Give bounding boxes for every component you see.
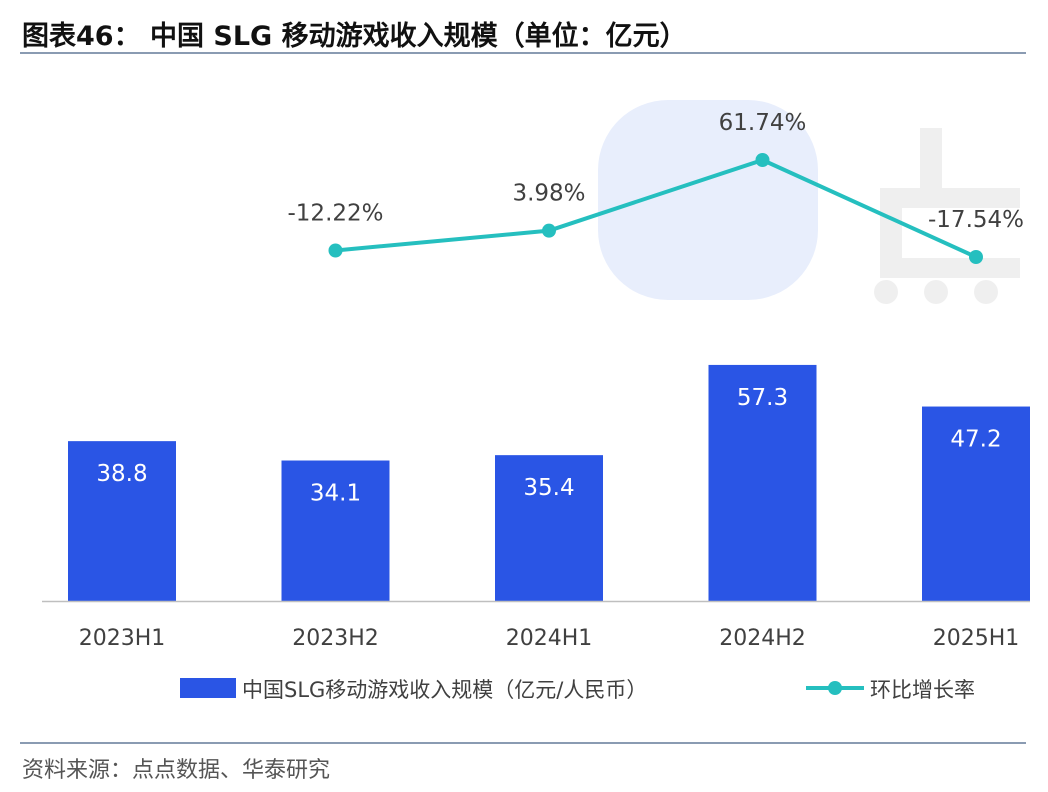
bar-2023H1 <box>68 441 176 601</box>
growth-rate-label: -17.54% <box>928 207 1024 233</box>
bar-value-label: 47.2 <box>950 427 1001 453</box>
x-tick-label: 2024H2 <box>719 626 806 651</box>
source-divider <box>20 742 1026 744</box>
bar-2023H2 <box>281 460 390 601</box>
bar-line-chart: 38.834.1 35.457.347.2 -12.22%3.98%61.74%-… <box>42 100 1030 702</box>
legend: 中国SLG移动游戏收入规模（亿元/人民币） 环比增长率 <box>180 678 975 702</box>
bar-2024H2 <box>708 364 817 601</box>
growth-rate-line <box>335 158 977 259</box>
growth-rate-label: 61.74% <box>719 110 807 136</box>
x-tick-label: 2023H1 <box>79 626 166 651</box>
bar-value-label: 57.3 <box>737 385 788 411</box>
legend-line-label: 环比增长率 <box>870 678 975 702</box>
bar-value-label: 34.1 <box>310 481 361 507</box>
growth-rate-label: 3.98% <box>512 181 585 207</box>
bar-2025H1 <box>922 406 1030 601</box>
growth-line-layer: -12.22% 3.98% 61.74% -17.54% <box>288 110 1024 264</box>
growth-rate-point <box>542 223 556 238</box>
title-divider <box>20 52 1026 54</box>
bar-value-label: 35.4 <box>523 475 574 501</box>
bar-2024H1 <box>495 455 603 601</box>
legend-bar-swatch <box>180 678 236 698</box>
growth-rate-point <box>969 250 983 264</box>
figure-title: 图表46： 中国 SLG 移动游戏收入规模（单位：亿元） <box>22 21 687 52</box>
bars-layer: 38.8 34.1 35.4 57.3 47.2 <box>68 364 1030 601</box>
bar-value-label: 38.8 <box>96 461 147 487</box>
x-tick-labels: 2023H1 2023H2 2024H1 2024H2 2025H1 <box>79 626 1020 651</box>
watermark-logo <box>598 100 1020 304</box>
growth-rate-point <box>755 153 770 167</box>
legend-line-marker <box>828 681 842 695</box>
source-note: 资料来源：点点数据、华泰研究 <box>22 758 331 783</box>
growth-rate-point <box>328 243 343 258</box>
growth-rate-label: -12.22% <box>288 200 384 226</box>
x-tick-label: 2025H1 <box>933 626 1020 651</box>
x-tick-label: 2023H2 <box>292 626 379 651</box>
legend-bar-label: 中国SLG移动游戏收入规模（亿元/人民币） <box>242 678 647 702</box>
x-tick-label: 2024H1 <box>506 626 593 651</box>
